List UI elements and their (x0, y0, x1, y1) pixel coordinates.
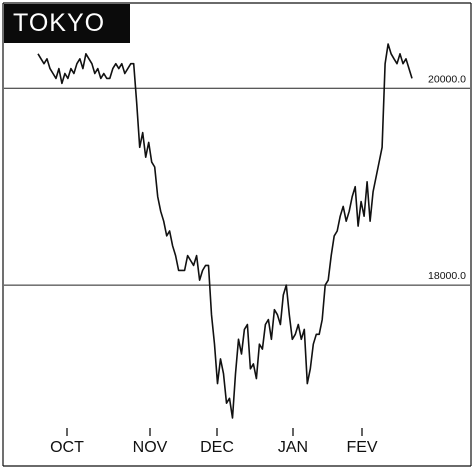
reference-label-1: 18000.0 (428, 270, 466, 282)
series-group (37, 43, 413, 419)
chart-title: TOKYO (4, 4, 130, 43)
x-label-dec: DEC (200, 439, 234, 456)
x-label-fev: FEV (346, 439, 377, 456)
x-axis-labels: OCT NOV DEC JAN FEV (50, 439, 378, 456)
x-label-nov: NOV (133, 439, 168, 456)
reference-label-0: 20000.0 (428, 73, 466, 85)
reference-lines: 20000.0 18000.0 (4, 73, 470, 286)
x-label-oct: OCT (50, 439, 84, 456)
x-label-jan: JAN (278, 439, 308, 456)
series-line (37, 43, 413, 419)
x-axis-ticks (66, 428, 363, 436)
